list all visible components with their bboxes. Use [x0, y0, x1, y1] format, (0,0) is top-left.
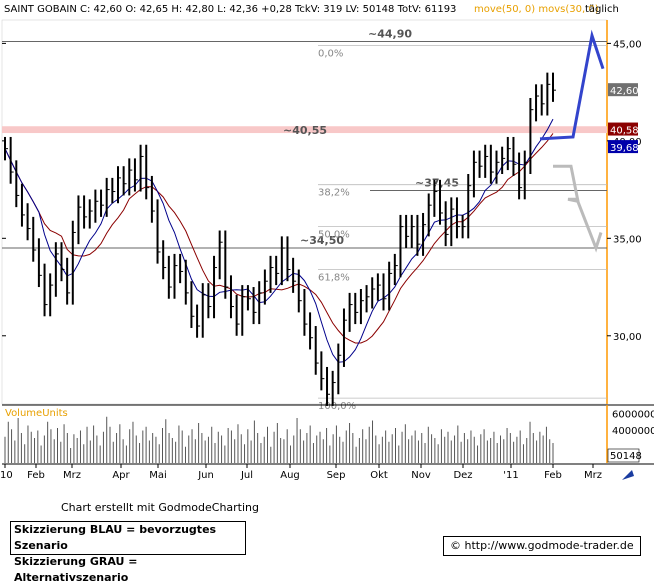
x-tick-label-0: '10: [0, 470, 13, 481]
ma30-line: [4, 118, 554, 363]
header-interval: täglich: [585, 4, 619, 15]
scenario-blue-path: [539, 29, 605, 141]
x-tick-label-10: Nov: [411, 470, 431, 481]
x-tick-label-11: Dez: [453, 470, 472, 481]
price-tag-box-1: [608, 122, 638, 136]
chart-logo-icon: [622, 470, 634, 480]
x-tick-label-12: '11: [503, 470, 518, 481]
x-tick-label-7: Aug: [280, 470, 300, 481]
level-label-0: ~44,90: [368, 27, 412, 40]
x-tick-label-14: Mrz: [584, 470, 602, 481]
x-tick-label-13: Feb: [544, 470, 562, 481]
price-chart: SAINT GOBAIN C: 42,60 O: 42,65 H: 42,80 L…: [0, 4, 654, 481]
volume-last-box: [607, 448, 640, 463]
x-tick-label-8: Sep: [327, 470, 346, 481]
y-tick-label-0: 45,00: [613, 39, 642, 50]
price-tag-label-2: 39,68: [610, 143, 639, 154]
y-tick-label-2: 35,00: [613, 234, 642, 245]
price-tag-label-1: 40,58: [610, 126, 639, 137]
chart-credit: Chart erstellt mit GodmodeCharting: [61, 501, 259, 514]
x-tick-label-9: Okt: [370, 470, 388, 481]
x-tick-label-2: Mrz: [63, 470, 81, 481]
price-tag-box-2: [608, 140, 638, 154]
fib-label-0: 0,0%: [318, 48, 343, 59]
fib-label-1: 38,2%: [318, 188, 350, 199]
header-ma-label: move(50, 0) movs(30, 0): [474, 4, 599, 15]
chart-canvas: SAINT GOBAIN C: 42,60 O: 42,65 H: 42,80 L…: [0, 4, 654, 481]
scenario-gray-path: [553, 164, 603, 253]
x-tick-label-5: Jun: [197, 470, 214, 481]
x-tick-label-1: Feb: [27, 470, 45, 481]
price-tag-box-0: [608, 83, 638, 97]
resistance-zone-label: ~40,55: [283, 124, 327, 137]
volume-tick-label-1: 4000000: [612, 426, 654, 437]
header-symbol: SAINT GOBAIN: [4, 4, 77, 15]
fib-label-4: 100,0%: [318, 401, 356, 412]
volume-label: VolumeUnits: [5, 408, 68, 419]
level-label-1: ~37,45: [415, 177, 459, 190]
volume-last-label: 50148: [610, 451, 642, 462]
scenario-legend: Skizzierung BLAU = bevorzugtes Szenario …: [10, 521, 246, 584]
volume-tick-label-0: 6000000: [612, 409, 654, 420]
price-tag-label-0: 42,60: [610, 86, 639, 97]
level-label-2: ~34,50: [300, 234, 344, 247]
x-tick-label-3: Apr: [112, 470, 130, 481]
x-tick-label-4: Mai: [149, 470, 167, 481]
legend-blue-text: Skizzierung BLAU = bevorzugtes Szenario: [14, 523, 217, 552]
copyright-link[interactable]: © http://www.godmode-trader.de: [443, 536, 641, 556]
resistance-zone: [2, 126, 607, 134]
plot-frame: [1, 19, 608, 405]
fib-label-2: 50,0%: [318, 230, 350, 241]
ma50-line: [4, 133, 554, 344]
y-tick-label-3: 30,00: [613, 332, 642, 343]
header-quote: C: 42,60 O: 42,65 H: 42,80 L: 42,36 +0,2…: [80, 4, 456, 15]
x-tick-label-6: Jul: [240, 470, 253, 481]
legend-gray-text: Skizzierung GRAU = Alternativszenario: [14, 555, 138, 584]
fib-label-3: 61,8%: [318, 273, 350, 284]
